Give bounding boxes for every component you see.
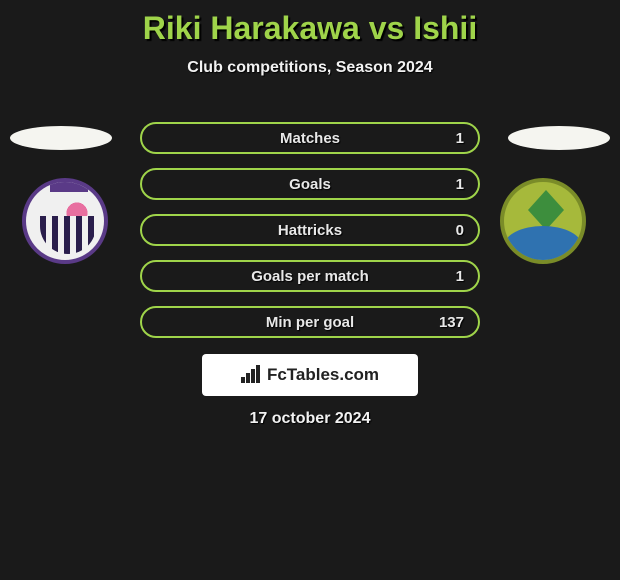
- stat-label: Min per goal: [266, 314, 354, 331]
- stat-row-goals-per-match: Goals per match 1: [140, 260, 480, 292]
- stat-row-matches: Matches 1: [140, 122, 480, 154]
- page-title: Riki Harakawa vs Ishii: [0, 0, 620, 47]
- subtitle: Club competitions, Season 2024: [0, 59, 620, 77]
- bar-chart-icon: [241, 367, 261, 383]
- stat-right-value: 1: [456, 130, 464, 147]
- date-label: 17 october 2024: [0, 410, 620, 428]
- shonan-bellmare-crest: [500, 178, 598, 266]
- stat-label: Goals: [289, 176, 331, 193]
- stat-row-hattricks: Hattricks 0: [140, 214, 480, 246]
- fctables-link[interactable]: FcTables.com: [202, 354, 418, 396]
- brand-text: FcTables.com: [267, 365, 379, 385]
- stat-label: Matches: [280, 130, 340, 147]
- cerezo-osaka-crest: [22, 178, 120, 266]
- player-marker-left: [10, 126, 112, 150]
- stat-label: Goals per match: [251, 268, 369, 285]
- stats-column: Matches 1 Goals 1 Hattricks 0 Goals per …: [140, 122, 480, 352]
- stat-right-value: 0: [456, 222, 464, 239]
- stat-label: Hattricks: [278, 222, 342, 239]
- stat-right-value: 1: [456, 268, 464, 285]
- player-marker-right: [508, 126, 610, 150]
- stat-row-goals: Goals 1: [140, 168, 480, 200]
- stat-right-value: 1: [456, 176, 464, 193]
- stat-right-value: 137: [439, 314, 464, 331]
- stat-row-min-per-goal: Min per goal 137: [140, 306, 480, 338]
